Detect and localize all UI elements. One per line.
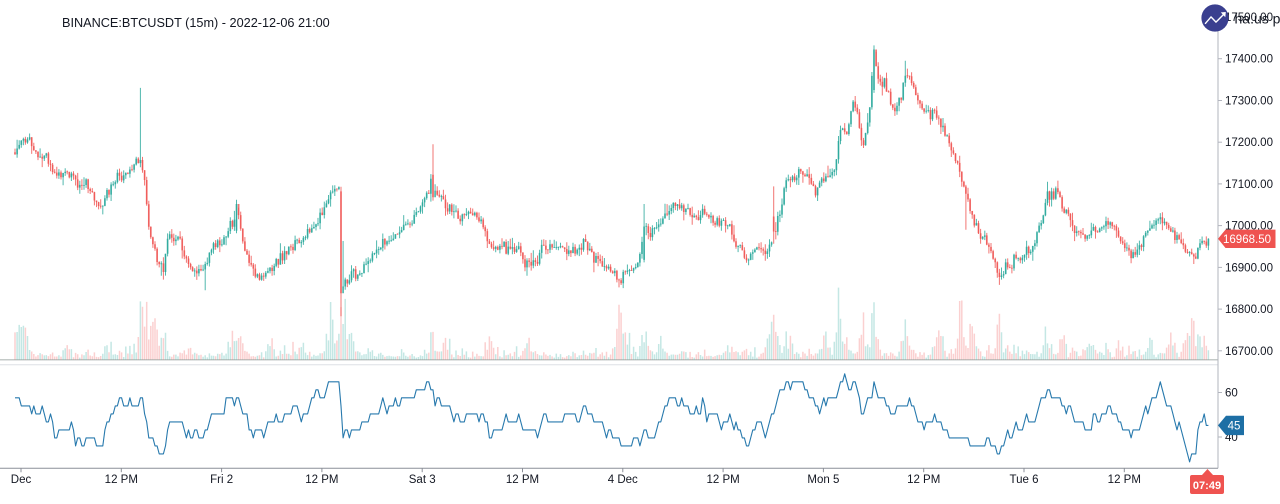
svg-text:Sat 3: Sat 3: [409, 474, 436, 486]
svg-text:4 Dec: 4 Dec: [608, 474, 638, 486]
svg-text:07:49: 07:49: [1193, 480, 1221, 492]
svg-text:16968.50: 16968.50: [1223, 234, 1271, 246]
svg-text:Dec: Dec: [11, 474, 32, 486]
svg-text:60: 60: [1225, 388, 1238, 400]
svg-text:12 PM: 12 PM: [305, 474, 338, 486]
svg-text:Tue 6: Tue 6: [1010, 474, 1039, 486]
svg-text:ha.us p: ha.us p: [1235, 11, 1280, 27]
svg-text:12 PM: 12 PM: [1108, 474, 1141, 486]
svg-text:BINANCE:BTCUSDT (15m) - 2022-1: BINANCE:BTCUSDT (15m) - 2022-12-06 21:00: [62, 16, 330, 30]
svg-text:Fri 2: Fri 2: [210, 474, 233, 486]
svg-text:17100.00: 17100.00: [1225, 179, 1273, 191]
svg-text:16700.00: 16700.00: [1225, 346, 1273, 358]
svg-text:12 PM: 12 PM: [105, 474, 138, 486]
svg-text:16800.00: 16800.00: [1225, 304, 1273, 316]
svg-text:Mon 5: Mon 5: [807, 474, 839, 486]
svg-text:17200.00: 17200.00: [1225, 137, 1273, 149]
svg-text:17400.00: 17400.00: [1225, 54, 1273, 66]
svg-text:17300.00: 17300.00: [1225, 96, 1273, 108]
svg-text:12 PM: 12 PM: [907, 474, 940, 486]
svg-text:12 PM: 12 PM: [506, 474, 539, 486]
svg-text:16900.00: 16900.00: [1225, 262, 1273, 274]
svg-text:45: 45: [1228, 420, 1241, 432]
svg-text:12 PM: 12 PM: [706, 474, 739, 486]
